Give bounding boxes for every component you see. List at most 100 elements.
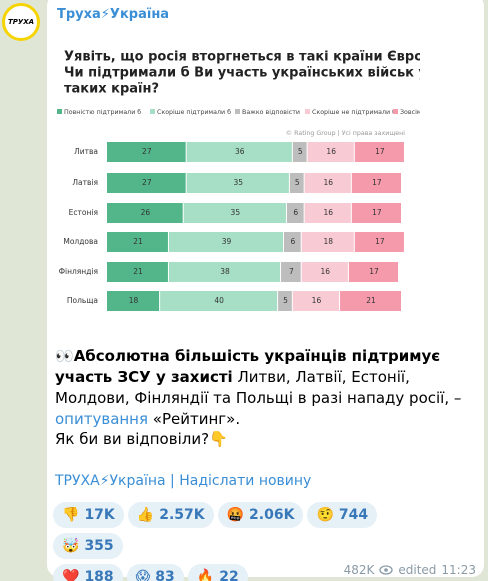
- bar-segment: [289, 173, 304, 193]
- value-label: 39: [222, 237, 232, 246]
- bar-segment: [292, 142, 307, 162]
- bar-segment: [351, 203, 401, 223]
- reaction[interactable]: 🤬 2.06K: [217, 502, 304, 528]
- bar-segment: [107, 203, 183, 223]
- bar-segment: [107, 262, 168, 282]
- value-label: 16: [321, 267, 331, 276]
- reaction[interactable]: 👎 17K: [53, 502, 124, 528]
- reaction-count: 188: [84, 569, 114, 581]
- value-label: 16: [323, 178, 333, 187]
- bar-segment: [281, 262, 301, 282]
- edited: edited: [398, 563, 437, 577]
- reaction[interactable]: ❤️ 188: [53, 564, 123, 581]
- reaction-count: 22: [219, 569, 239, 581]
- bar-segment: [286, 203, 304, 223]
- value-label: 35: [234, 178, 244, 187]
- reaction[interactable]: 🤯 355: [53, 533, 123, 559]
- reaction-count: 744: [338, 507, 369, 523]
- bar-segment: [351, 173, 401, 193]
- legend-swatch: [150, 109, 155, 114]
- category-label: Молдова: [63, 237, 98, 246]
- reaction-emoji: 🤬: [226, 507, 245, 523]
- bar-segment: [307, 142, 354, 162]
- bar-segment: [301, 232, 354, 252]
- value-label: 16: [312, 296, 322, 305]
- bar-segment: [168, 262, 281, 282]
- legend-label: Зовсім не підтримали б: [400, 108, 420, 116]
- reaction-emoji: 👎: [62, 507, 80, 523]
- reaction-count: 2.06K: [249, 507, 295, 523]
- reaction-emoji: 👍: [136, 507, 155, 523]
- legend-label: Важко відповісти: [242, 108, 300, 116]
- reaction-emoji: ❤️: [62, 569, 80, 581]
- legend-label: Повністю підтримали б: [64, 108, 141, 116]
- reaction-emoji: 🤨: [316, 507, 334, 523]
- legend-label: Скоріше не підтримали б: [312, 108, 396, 116]
- chart-title: Уявіть, що росія вторгнеться в такі краї…: [64, 50, 420, 65]
- bar-segment: [107, 142, 186, 162]
- reaction-emoji: 🤯: [62, 538, 80, 554]
- value-label: 27: [142, 147, 152, 156]
- category-label: Фінляндія: [59, 267, 98, 276]
- value-label: 5: [295, 178, 300, 187]
- source: © Rating Group | Усі права захищені: [286, 129, 405, 137]
- value-label: 18: [323, 237, 333, 246]
- category-label: Польща: [67, 296, 98, 305]
- chart-title: таких країн?: [64, 82, 159, 97]
- reaction[interactable]: 🔥 22: [187, 564, 248, 581]
- value-label: 5: [298, 147, 303, 156]
- eye-icon: [379, 565, 394, 575]
- reaction-count: 17K: [84, 507, 115, 523]
- category-label: Естонія: [69, 208, 98, 217]
- reaction-count: 355: [84, 538, 114, 554]
- value-label: 17: [369, 267, 379, 276]
- reactions: 👎 17K 👍 2.57K 🤬 2.06K 🤨 744 🤯 355 ❤️ 188 😱 83 🔥 22: [53, 502, 433, 581]
- text: Литви, Латвії, Естонії, Молдови, Фінлянд…: [55, 368, 462, 407]
- legend-swatch: [393, 109, 398, 114]
- value-label: 16: [326, 147, 336, 156]
- footer-link[interactable]: ТРУХА⚡Україна | Надіслати новину: [55, 473, 312, 489]
- value-label: 40: [214, 296, 224, 305]
- value-label: 17: [375, 147, 385, 156]
- bar-segment: [160, 291, 278, 311]
- views: 482K: [343, 563, 375, 577]
- value-label: 18: [129, 296, 139, 305]
- link[interactable]: опитування: [55, 410, 149, 428]
- avatar[interactable]: ТРУХА: [2, 3, 40, 41]
- value-label: 17: [372, 208, 382, 217]
- value-label: 6: [293, 208, 298, 217]
- bold-text: Абсолютна більшість українців підтримує …: [55, 347, 441, 386]
- bar-segment: [348, 262, 399, 282]
- bar-segment: [168, 232, 283, 252]
- value-label: 6: [290, 237, 295, 246]
- bar-segment: [107, 173, 186, 193]
- bar-segment: [340, 291, 401, 311]
- bar-segment: [304, 203, 351, 223]
- value-label: 21: [133, 267, 143, 276]
- value-label: 17: [375, 237, 385, 246]
- value-label: 5: [283, 296, 288, 305]
- value-label: 7: [289, 267, 294, 276]
- bar-segment: [292, 291, 340, 311]
- reaction-count: 83: [155, 569, 175, 581]
- bar-segment: [284, 232, 301, 252]
- legend-swatch: [305, 109, 310, 114]
- reaction[interactable]: 😱 83: [126, 564, 184, 581]
- category-label: Литва: [74, 147, 98, 156]
- reaction-emoji: 🔥: [196, 569, 215, 581]
- emoji: 👀: [55, 347, 74, 365]
- chart-title: Чи підтримали б Ви участь українських ві…: [64, 66, 420, 81]
- reaction[interactable]: 🤨 744: [307, 502, 378, 528]
- category-label: Латвія: [72, 178, 98, 187]
- legend-swatch: [57, 109, 62, 114]
- value-label: 21: [133, 237, 143, 246]
- bar-segment: [354, 232, 404, 252]
- reaction[interactable]: 👍 2.57K: [127, 502, 214, 528]
- value-label: 26: [141, 208, 151, 217]
- channel-name[interactable]: Труха⚡Україна: [57, 7, 170, 22]
- value-label: 35: [231, 208, 241, 217]
- time: 11:23: [441, 563, 476, 577]
- bar-segment: [186, 173, 289, 193]
- bar-segment: [278, 291, 292, 311]
